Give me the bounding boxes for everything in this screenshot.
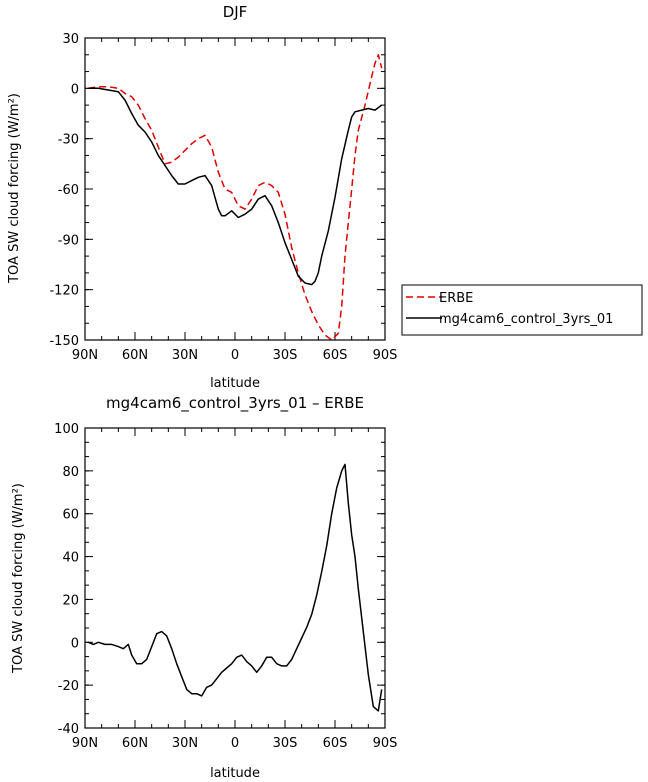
legend-box [401,284,643,336]
djf-y-tick-label: -30 [58,133,79,148]
djf-ticks: 90N 60N 30N 0 30S 60S 90S 30 0 -30 -60 -90 -120 -150 [49,32,397,363]
legend: ERBE mg4cam6_control_3yrs_01 [401,284,643,336]
djf-y-tick-label: -150 [49,334,79,349]
djf-x-tick-label: 30N [172,348,198,363]
difference-x-tick-label: 60S [323,736,348,751]
difference-series-line-0 [88,463,383,712]
difference-y-tick-label: 60 [62,508,79,523]
djf-x-tick-label: 90N [72,348,98,363]
difference-x-tick-label: 30S [273,736,298,751]
djf-x-axis-label: latitude [210,376,260,391]
djf-x-tick-label: 60N [122,348,148,363]
legend-erbe-label: ERBE [439,291,473,306]
djf-lines [88,54,383,341]
difference-ticks: 90N 60N 30N 0 30S 60S 90S 100 80 60 40 20 0 -20 -40 [54,422,397,751]
difference-x-tick-label: 90N [72,736,98,751]
djf-x-tick-label: 90S [373,348,398,363]
djf-plot-frame [84,37,386,341]
difference-plot-frame [84,427,386,729]
djf-x-tick-label: 30S [273,348,298,363]
difference-y-tick-label: 0 [71,636,79,651]
djf-x-tick-label: 0 [231,348,239,363]
difference-panel: mg4cam6_control_3yrs_01 – ERBE latitude … [11,394,397,781]
difference-y-tick-label: 40 [62,551,79,566]
difference-y-tick-label: 80 [62,465,79,480]
djf-x-tick-label: 60S [323,348,348,363]
difference-title: mg4cam6_control_3yrs_01 – ERBE [106,394,364,413]
djf-y-axis-label: TOA SW cloud forcing (W/m²) [7,93,22,284]
djf-y-tick-label: -60 [58,183,79,198]
difference-y-tick-label: -40 [58,722,79,737]
djf-y-tick-label: 30 [62,32,79,47]
djf-title: DJF [223,3,248,21]
difference-x-axis-label: latitude [210,766,260,781]
difference-y-axis-label: TOA SW cloud forcing (W/m²) [11,483,26,674]
difference-x-tick-label: 90S [373,736,398,751]
difference-x-tick-label: 0 [231,736,239,751]
difference-lines [88,463,383,712]
legend-model-label: mg4cam6_control_3yrs_01 [439,312,613,327]
difference-x-tick-label: 30N [172,736,198,751]
djf-series-line-0 [88,54,383,341]
difference-x-tick-label: 60N [122,736,148,751]
djf-y-tick-label: 0 [71,82,79,97]
djf-y-tick-label: -90 [58,233,79,248]
difference-y-tick-label: 20 [62,593,79,608]
djf-y-tick-label: -120 [49,284,79,299]
djf-series-line-1 [88,87,383,286]
difference-y-tick-label: -20 [58,679,79,694]
djf-panel: DJF latitude TOA SW cloud forcing (W/m²)… [7,3,397,391]
difference-y-tick-label: 100 [54,422,79,437]
